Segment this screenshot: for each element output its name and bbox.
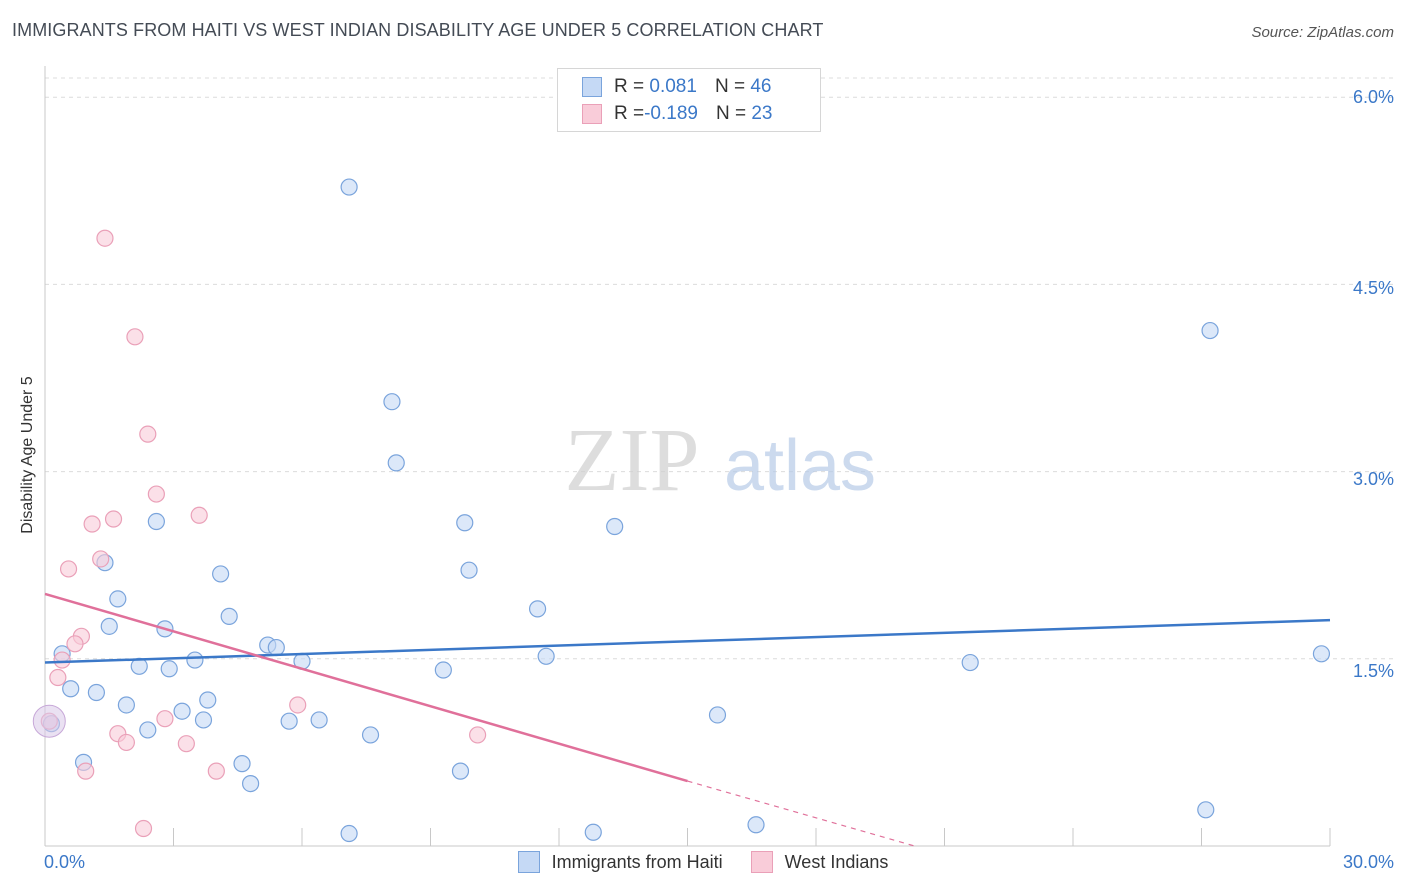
legend-row-west-indians: R = -0.189 N = 23 bbox=[582, 102, 773, 126]
haiti-point bbox=[233, 755, 251, 773]
haiti-point bbox=[537, 647, 555, 665]
haiti-point bbox=[109, 590, 127, 608]
haiti-point bbox=[747, 816, 765, 834]
x-tick-label-min: 0.0% bbox=[44, 852, 86, 872]
haiti-point bbox=[173, 702, 191, 720]
haiti-point bbox=[961, 653, 979, 672]
haiti-point bbox=[160, 660, 178, 678]
west-indians-point bbox=[49, 668, 67, 687]
n-value: 46 bbox=[750, 76, 772, 97]
chart-source: Source: ZipAtlas.com bbox=[1251, 24, 1394, 41]
haiti-point bbox=[340, 824, 358, 843]
west-indians-point bbox=[156, 710, 174, 728]
correlation-legend: R = 0.081 N = 46 R = -0.189 N = 23 bbox=[557, 68, 821, 132]
haiti-point bbox=[147, 512, 165, 531]
west-indians-point bbox=[190, 506, 208, 524]
haiti-point bbox=[199, 691, 217, 709]
haiti-point bbox=[100, 617, 118, 635]
r-value: -0.189 bbox=[644, 103, 698, 124]
haiti-point bbox=[451, 762, 470, 780]
west-indians-point bbox=[59, 560, 78, 578]
west-indians-point bbox=[126, 328, 144, 346]
watermark-atlas: atlas bbox=[724, 426, 876, 506]
haiti-point bbox=[280, 712, 298, 730]
west-indians-point bbox=[66, 635, 84, 653]
haiti-point bbox=[139, 721, 157, 739]
haiti-trend-line bbox=[44, 618, 1331, 664]
haiti-point bbox=[194, 711, 213, 729]
haiti-point bbox=[87, 683, 106, 702]
haiti-point bbox=[606, 517, 624, 536]
haiti-point bbox=[117, 696, 135, 714]
west-indians-trend-extension bbox=[687, 780, 915, 847]
gridlines bbox=[45, 77, 1395, 660]
haiti-point bbox=[456, 514, 474, 532]
legend-item-haiti: Immigrants from Haiti bbox=[517, 851, 723, 873]
haiti-point bbox=[62, 680, 80, 698]
west-indians-point bbox=[96, 229, 114, 247]
overlap-point bbox=[32, 704, 66, 738]
west-indians-trend-line bbox=[44, 592, 688, 783]
data-points bbox=[32, 178, 1331, 843]
y-tick-label-3: 3.0% bbox=[1352, 469, 1394, 489]
west-indians-point bbox=[77, 762, 95, 780]
haiti-point bbox=[1201, 321, 1219, 340]
west-indians-point bbox=[147, 485, 165, 503]
n-value: 23 bbox=[751, 103, 773, 124]
haiti-point bbox=[383, 393, 401, 411]
y-tick-label-6: 6.0% bbox=[1352, 87, 1394, 107]
n-label: N = bbox=[715, 103, 752, 124]
haiti-swatch bbox=[517, 851, 540, 873]
r-label: R = bbox=[614, 76, 645, 97]
n-label: N = bbox=[714, 76, 751, 97]
x-tick-label-max: 30.0% bbox=[1342, 852, 1394, 872]
west-indians-point bbox=[207, 762, 225, 780]
west-indians-swatch bbox=[582, 104, 602, 124]
haiti-point bbox=[1312, 645, 1331, 663]
haiti-point bbox=[267, 638, 285, 657]
west-indians-swatch bbox=[750, 851, 773, 873]
chart-title: IMMIGRANTS FROM HAITI VS WEST INDIAN DIS… bbox=[12, 20, 824, 40]
haiti-point bbox=[220, 607, 238, 625]
haiti-point bbox=[310, 711, 328, 729]
haiti-point bbox=[387, 454, 405, 472]
haiti-point bbox=[528, 600, 547, 618]
legend-label-haiti: Immigrants from Haiti bbox=[551, 851, 723, 872]
west-indians-point bbox=[469, 726, 487, 744]
r-label: R = bbox=[614, 103, 645, 124]
haiti-point bbox=[708, 706, 727, 724]
west-indians-point bbox=[289, 696, 307, 714]
haiti-point bbox=[212, 565, 230, 583]
haiti-point bbox=[434, 661, 452, 679]
west-indians-point bbox=[92, 550, 110, 568]
y-tick-label-1-5: 1.5% bbox=[1352, 661, 1394, 681]
west-indians-point bbox=[134, 819, 153, 838]
west-indians-point bbox=[139, 425, 157, 443]
haiti-point bbox=[460, 561, 478, 579]
watermark-zip: ZIP bbox=[565, 411, 700, 510]
haiti-swatch bbox=[582, 77, 602, 97]
haiti-point bbox=[186, 651, 204, 669]
west-indians-point bbox=[83, 515, 101, 533]
legend-item-west-indians: West Indians bbox=[750, 851, 889, 873]
y-tick-label-4-5: 4.5% bbox=[1352, 278, 1394, 298]
west-indians-point bbox=[177, 735, 195, 753]
haiti-point bbox=[361, 726, 380, 744]
legend-label-west-indians: West Indians bbox=[784, 851, 889, 872]
west-indians-point bbox=[117, 733, 135, 752]
haiti-point bbox=[1197, 801, 1215, 819]
west-indians-point bbox=[104, 510, 123, 528]
haiti-point bbox=[584, 823, 602, 841]
trend-lines bbox=[44, 592, 1331, 847]
r-value: 0.081 bbox=[644, 76, 697, 97]
west-indians-point bbox=[53, 651, 71, 669]
legend-row-haiti: R = 0.081 N = 46 bbox=[582, 75, 771, 99]
haiti-point bbox=[242, 774, 260, 793]
axes bbox=[44, 66, 1331, 847]
series-legend: Immigrants from Haiti West Indians bbox=[0, 851, 1406, 873]
haiti-point bbox=[340, 178, 358, 196]
